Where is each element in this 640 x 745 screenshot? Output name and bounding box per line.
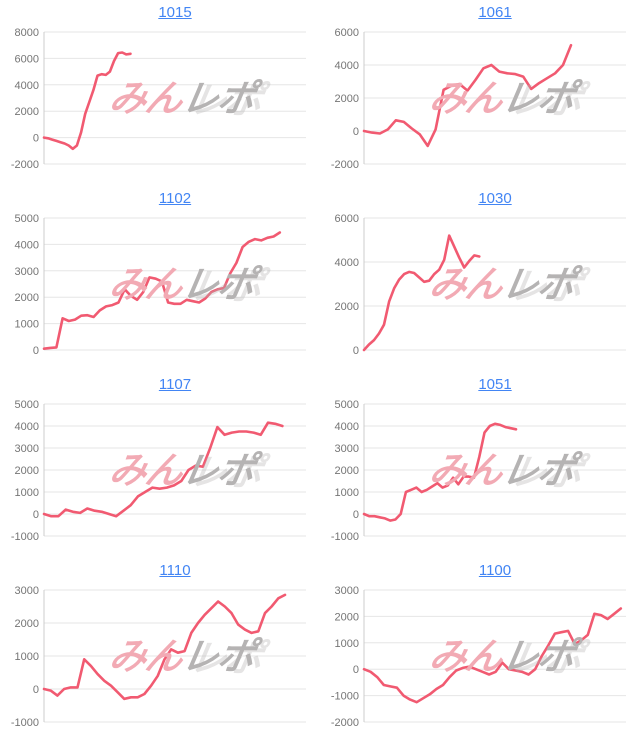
y-axis-tick-label: 1000 <box>335 638 359 650</box>
chart-plot-area: 8000 6000 4000 2000 0 -2000 みん レポ <box>0 24 320 182</box>
y-axis-tick-label: -2000 <box>11 159 39 171</box>
y-axis-tick-label: -1000 <box>331 691 359 703</box>
y-axis-tick-label: 0 <box>353 126 359 138</box>
line-chart-svg: 6000 4000 2000 0 <box>335 213 626 357</box>
y-axis-tick-label: 2000 <box>335 93 359 105</box>
series-line <box>42 593 287 701</box>
y-axis-tick-label: 4000 <box>15 80 39 92</box>
chart-plot-area: 6000 4000 2000 0 みん レポ <box>320 210 640 368</box>
series-line <box>42 51 132 151</box>
chart-title-row: 1110 <box>44 562 306 582</box>
line-chart-svg: 5000 4000 3000 2000 1000 0 -1000 <box>11 399 306 543</box>
series-line <box>362 422 518 522</box>
chart-title-link-1102[interactable]: 1102 <box>158 190 192 207</box>
y-axis-tick-label: 0 <box>33 684 39 696</box>
line-chart-svg: 8000 6000 4000 2000 0 -2000 <box>11 27 306 171</box>
series-line <box>362 43 573 148</box>
series-line <box>362 234 481 352</box>
y-axis-tick-label: 2000 <box>15 106 39 118</box>
y-axis-tick-label: 0 <box>353 509 359 521</box>
chart-plot-area: 3000 2000 1000 0 -1000 -2000 みん レポ <box>320 582 640 740</box>
chart-plot-area: 6000 4000 2000 0 -2000 みん レポ <box>320 24 640 182</box>
y-axis-tick-label: -2000 <box>331 159 359 171</box>
chart-title-row: 1015 <box>44 4 306 24</box>
y-axis-tick-label: 5000 <box>15 399 39 411</box>
chart-plot-area: 5000 4000 3000 2000 1000 0 -1000 みん レポ <box>0 396 320 554</box>
y-axis-tick-label: 8000 <box>15 27 39 39</box>
y-axis-tick-label: 5000 <box>15 213 39 225</box>
y-axis-tick-label: 5000 <box>335 399 359 411</box>
chart-title-link-1100[interactable]: 1100 <box>478 562 512 579</box>
y-axis-tick-label: 4000 <box>335 421 359 433</box>
y-axis-tick-label: -2000 <box>331 717 359 729</box>
y-axis-tick-label: 0 <box>33 345 39 357</box>
chart-title-row: 1061 <box>364 4 626 24</box>
chart-title-link-1030[interactable]: 1030 <box>478 190 512 207</box>
line-chart-svg: 6000 4000 2000 0 -2000 <box>331 27 626 171</box>
y-axis-tick-label: 1000 <box>15 651 39 663</box>
y-axis-tick-label: 3000 <box>335 443 359 455</box>
chart-title-link-1051[interactable]: 1051 <box>478 376 512 393</box>
y-axis-tick-label: 3000 <box>15 443 39 455</box>
y-axis-tick-label: 1000 <box>15 487 39 499</box>
y-axis-tick-label: 4000 <box>335 60 359 72</box>
chart-title-link-1061[interactable]: 1061 <box>478 4 512 21</box>
y-axis-tick-label: 2000 <box>335 301 359 313</box>
chart-cell-1051: 1051 5000 4000 3000 2000 1000 0 -1000 みん レポ <box>320 372 640 558</box>
chart-title-link-1110[interactable]: 1110 <box>159 562 191 579</box>
y-axis-tick-label: 0 <box>353 664 359 676</box>
y-axis-tick-label: 2000 <box>335 611 359 623</box>
y-axis-tick-label: 3000 <box>335 585 359 597</box>
chart-title-link-1015[interactable]: 1015 <box>158 4 192 21</box>
y-axis-tick-label: 6000 <box>15 53 39 65</box>
line-chart-svg: 3000 2000 1000 0 -1000 <box>11 585 306 729</box>
y-axis-tick-label: -1000 <box>11 717 39 729</box>
y-axis-tick-label: -1000 <box>11 531 39 543</box>
y-axis-tick-label: 2000 <box>15 465 39 477</box>
y-axis-tick-label: -1000 <box>331 531 359 543</box>
y-axis-tick-label: 2000 <box>15 292 39 304</box>
y-axis-tick-label: 6000 <box>335 27 359 39</box>
y-axis-tick-label: 0 <box>33 133 39 145</box>
chart-cell-1110: 1110 3000 2000 1000 0 -1000 みん レポ <box>0 558 320 745</box>
y-axis-tick-label: 2000 <box>335 465 359 477</box>
y-axis-tick-label: 1000 <box>335 487 359 499</box>
chart-cell-1061: 1061 6000 4000 2000 0 -2000 みん レポ <box>320 0 640 186</box>
y-axis-tick-label: 4000 <box>335 257 359 269</box>
chart-plot-area: 5000 4000 3000 2000 1000 0 みん レポ <box>0 210 320 368</box>
line-chart-svg: 5000 4000 3000 2000 1000 0 <box>15 213 306 357</box>
y-axis-tick-label: 0 <box>353 345 359 357</box>
chart-title-link-1107[interactable]: 1107 <box>158 376 192 393</box>
chart-title-row: 1102 <box>44 190 306 210</box>
y-axis-tick-label: 1000 <box>15 319 39 331</box>
series-line <box>42 421 284 518</box>
chart-cell-1107: 1107 5000 4000 3000 2000 1000 0 -1000 みん レポ <box>0 372 320 558</box>
chart-cell-1102: 1102 5000 4000 3000 2000 1000 0 みん レポ <box>0 186 320 372</box>
chart-title-row: 1100 <box>364 562 626 582</box>
y-axis-tick-label: 3000 <box>15 585 39 597</box>
chart-plot-area: 5000 4000 3000 2000 1000 0 -1000 みん レポ <box>320 396 640 554</box>
chart-title-row: 1107 <box>44 376 306 396</box>
line-chart-svg: 3000 2000 1000 0 -1000 -2000 <box>331 585 626 729</box>
series-line <box>42 231 282 350</box>
y-axis-tick-label: 4000 <box>15 239 39 251</box>
y-axis-tick-label: 2000 <box>15 618 39 630</box>
chart-title-row: 1051 <box>364 376 626 396</box>
line-chart-svg: 5000 4000 3000 2000 1000 0 -1000 <box>331 399 626 543</box>
y-axis-tick-label: 4000 <box>15 421 39 433</box>
series-line <box>362 607 623 704</box>
chart-cell-1015: 1015 8000 6000 4000 2000 0 -2000 みん レポ <box>0 0 320 186</box>
y-axis-tick-label: 6000 <box>335 213 359 225</box>
y-axis-tick-label: 3000 <box>15 266 39 278</box>
chart-cell-1100: 1100 3000 2000 1000 0 -1000 -2000 みん レポ <box>320 558 640 745</box>
chart-cell-1030: 1030 6000 4000 2000 0 みん レポ <box>320 186 640 372</box>
chart-plot-area: 3000 2000 1000 0 -1000 みん レポ <box>0 582 320 740</box>
y-axis-tick-label: 0 <box>33 509 39 521</box>
chart-title-row: 1030 <box>364 190 626 210</box>
